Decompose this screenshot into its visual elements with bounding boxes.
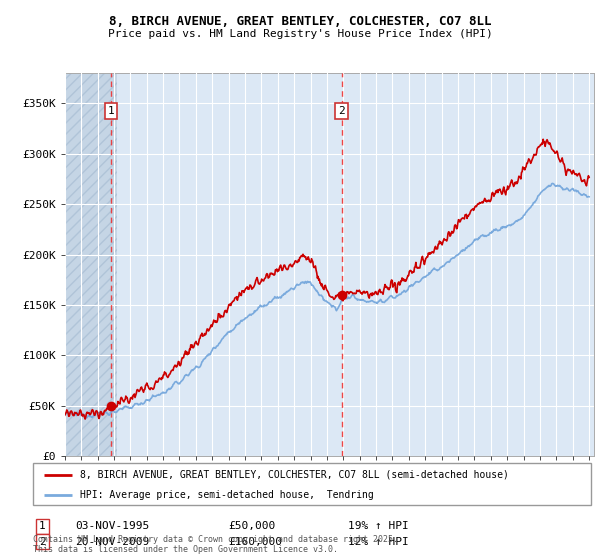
Text: HPI: Average price, semi-detached house,  Tendring: HPI: Average price, semi-detached house,… — [80, 489, 374, 500]
Text: 8, BIRCH AVENUE, GREAT BENTLEY, COLCHESTER, CO7 8LL (semi-detached house): 8, BIRCH AVENUE, GREAT BENTLEY, COLCHEST… — [80, 470, 509, 480]
Text: £160,000: £160,000 — [228, 536, 282, 547]
Text: Price paid vs. HM Land Registry's House Price Index (HPI): Price paid vs. HM Land Registry's House … — [107, 29, 493, 39]
FancyBboxPatch shape — [33, 463, 591, 505]
Text: 2: 2 — [338, 106, 345, 116]
Text: £50,000: £50,000 — [228, 521, 275, 531]
Text: 20-NOV-2009: 20-NOV-2009 — [75, 536, 149, 547]
Text: 1: 1 — [108, 106, 115, 116]
Text: Contains HM Land Registry data © Crown copyright and database right 2025.
This d: Contains HM Land Registry data © Crown c… — [33, 535, 398, 554]
Text: 19% ↑ HPI: 19% ↑ HPI — [348, 521, 409, 531]
Text: 2: 2 — [39, 536, 46, 547]
Text: 8, BIRCH AVENUE, GREAT BENTLEY, COLCHESTER, CO7 8LL: 8, BIRCH AVENUE, GREAT BENTLEY, COLCHEST… — [109, 15, 491, 28]
Text: 03-NOV-1995: 03-NOV-1995 — [75, 521, 149, 531]
Text: 12% ↑ HPI: 12% ↑ HPI — [348, 536, 409, 547]
Text: 1: 1 — [39, 521, 46, 531]
Bar — [65, 73, 117, 456]
